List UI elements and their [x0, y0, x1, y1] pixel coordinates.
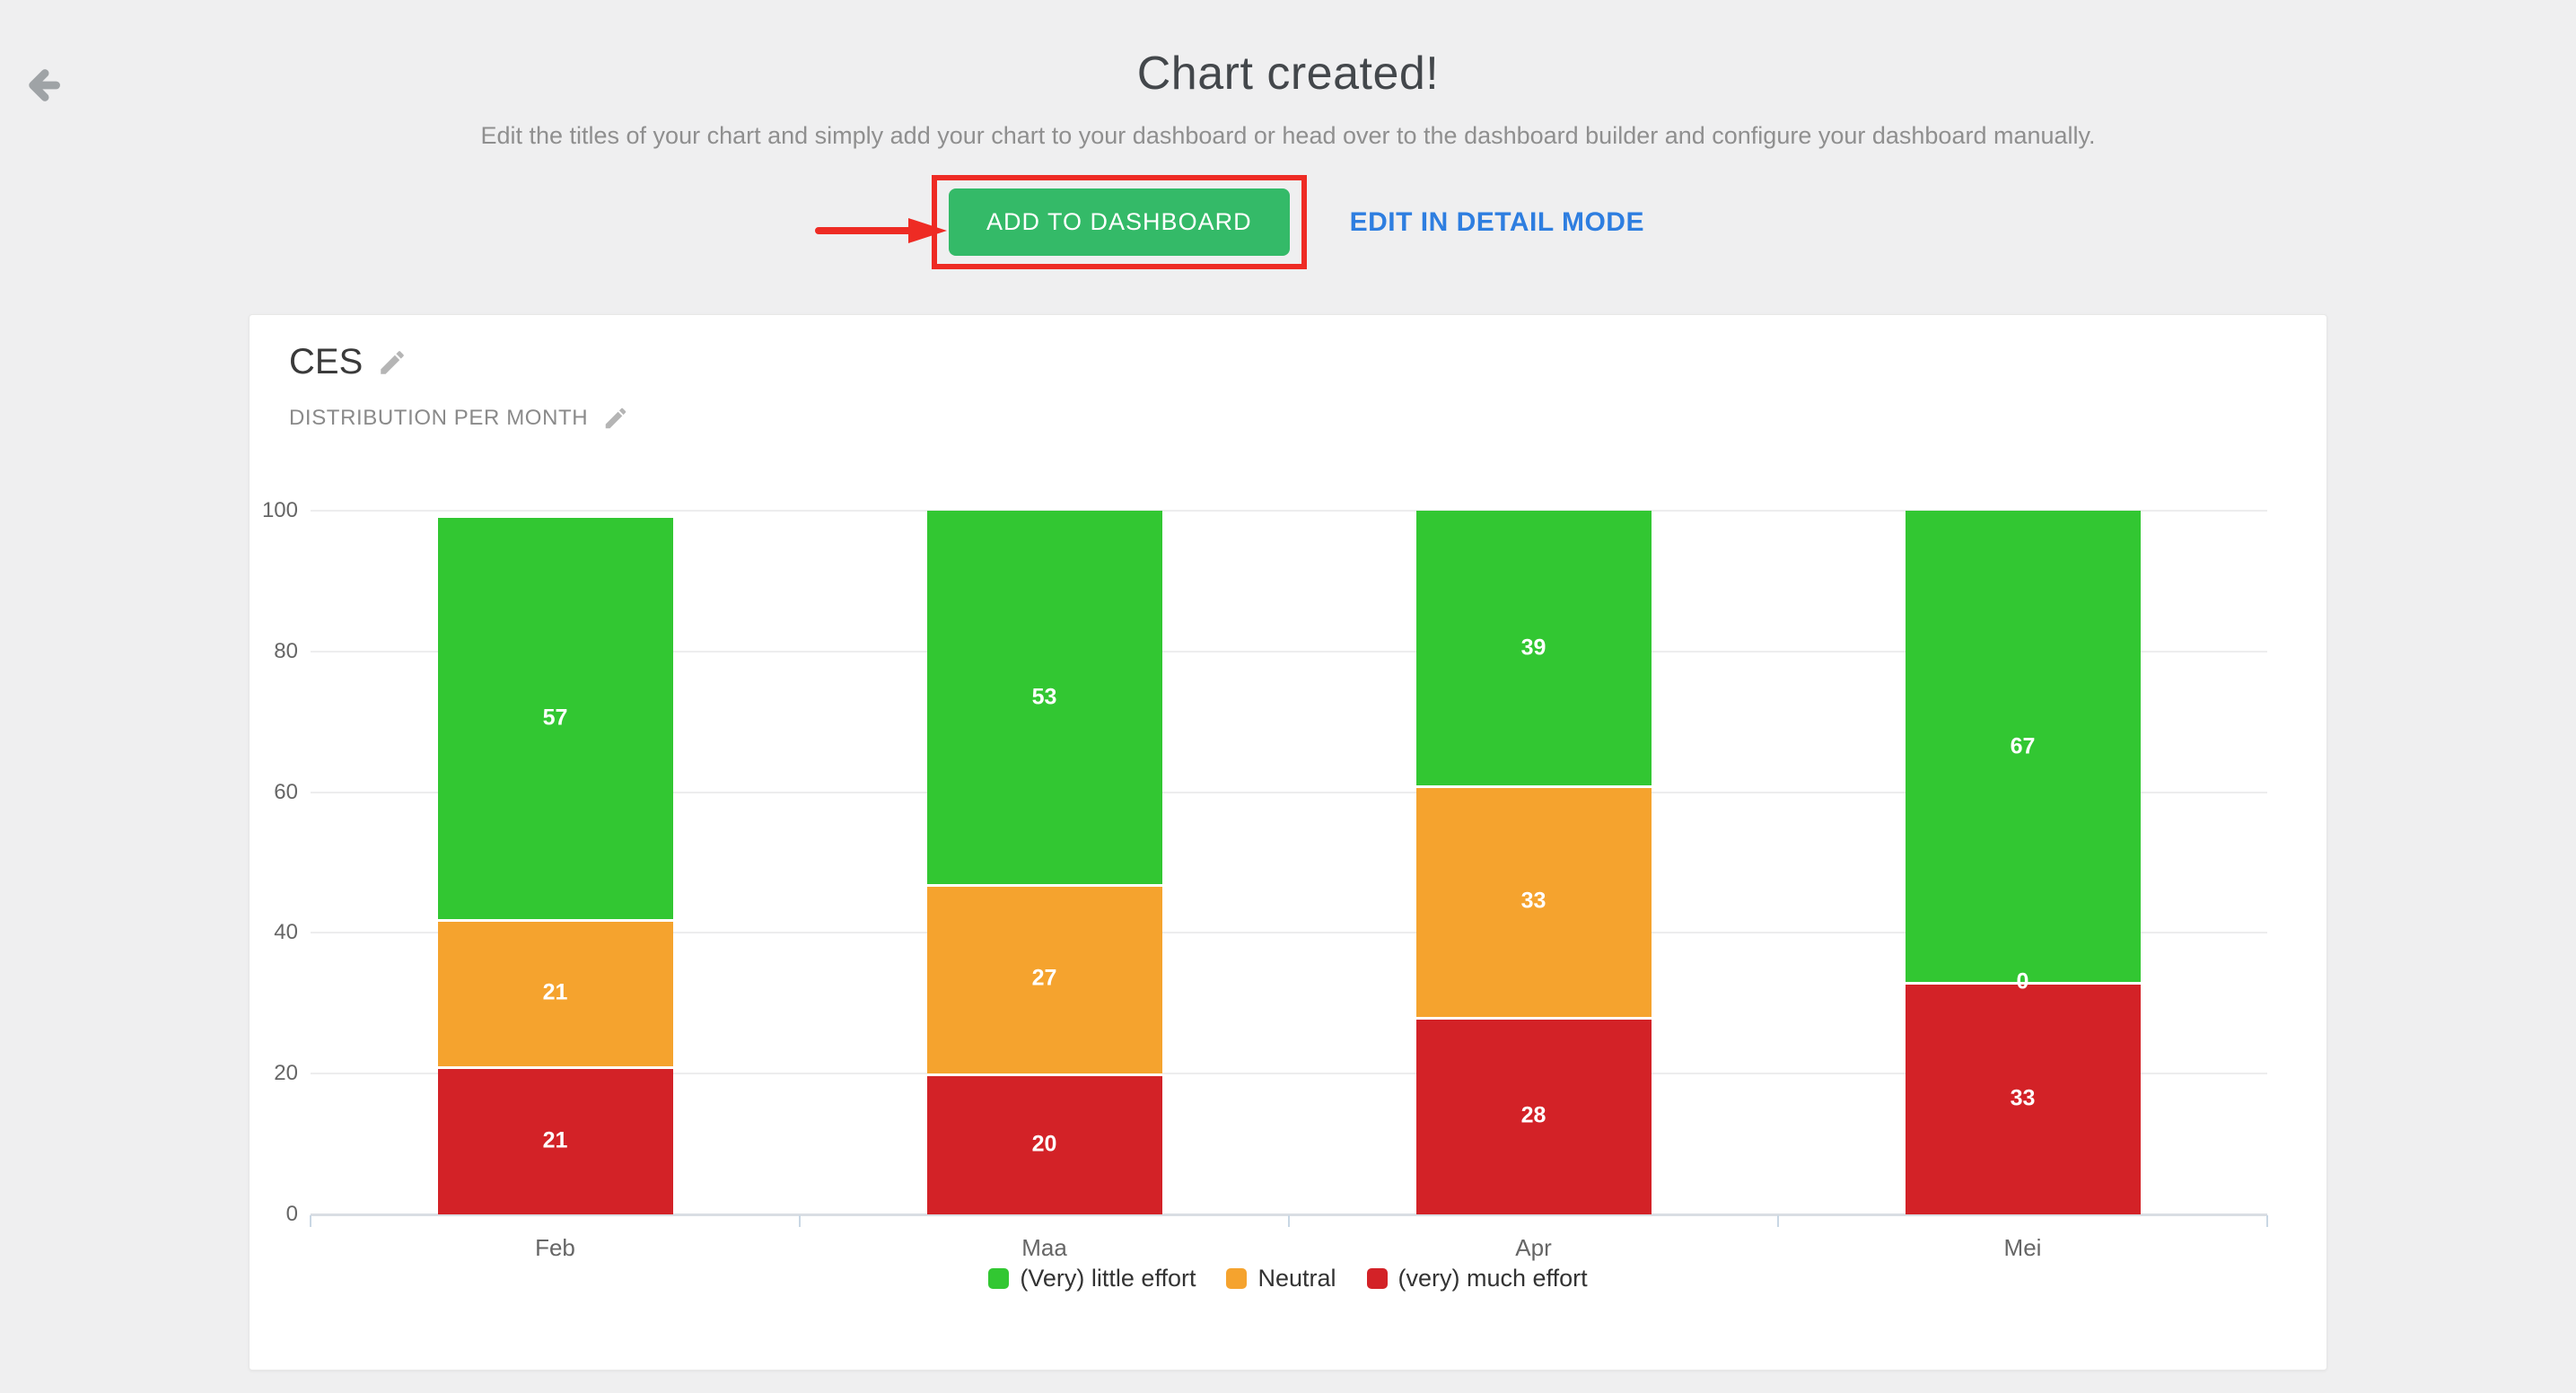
edit-in-detail-link[interactable]: EDIT IN DETAIL MODE [1349, 206, 1644, 237]
x-axis-tick [1777, 1215, 1779, 1227]
chart-card: CES DISTRIBUTION PER MONTH 0 20 40 60 80 100 2… [249, 314, 2327, 1371]
bar-segment [926, 511, 1162, 884]
legend-label: Neutral [1257, 1265, 1336, 1292]
x-axis-tick [799, 1215, 801, 1227]
chart-subtitle-row: DISTRIBUTION PER MONTH [289, 405, 629, 432]
bar-value-label: 33 [1520, 888, 1546, 914]
x-axis-category-label: Mei [2003, 1234, 2042, 1261]
bar-value-label: 21 [542, 979, 568, 1005]
stacked-bar-chart: 0 20 40 60 80 100 21 21 57 Feb 20 27 53 Maa 28 33 39 Apr 3… [262, 498, 2268, 1261]
bar-segment [437, 517, 673, 919]
legend-swatch-icon [1226, 1268, 1248, 1289]
back-button[interactable] [23, 63, 70, 110]
bar-value-label: 53 [1031, 684, 1057, 710]
edit-chart-subtitle-pencil-icon[interactable] [602, 405, 629, 432]
x-axis-tick [1288, 1215, 1290, 1227]
grid-line [311, 650, 2267, 653]
y-tick-label: 60 [274, 779, 298, 804]
y-tick-label: 40 [274, 920, 298, 945]
grid-line [311, 791, 2267, 793]
bar-segment [437, 918, 673, 1067]
x-axis-tick [2266, 1215, 2268, 1227]
arrow-left-icon [26, 68, 67, 109]
legend-label: (very) much effort [1398, 1265, 1588, 1292]
grid-line [311, 932, 2267, 934]
bar-segment [926, 883, 1162, 1074]
chart-title-row: CES [289, 342, 407, 382]
bar-value-label: 33 [2010, 1085, 2036, 1111]
x-axis-category-label: Feb [535, 1234, 575, 1261]
chart-legend: (Very) little effort Neutral (very) much e… [250, 1265, 2326, 1292]
y-tick-label: 100 [261, 498, 298, 522]
page-title: Chart created! [1136, 48, 1440, 100]
y-tick-label: 0 [285, 1202, 298, 1226]
edit-chart-title-pencil-icon[interactable] [377, 347, 407, 378]
legend-label: (Very) little effort [1020, 1265, 1196, 1292]
bar-segment [1415, 511, 1652, 785]
actions-row: ADD TO DASHBOARD EDIT IN DETAIL MODE [0, 175, 2576, 269]
page-subtitle: Edit the titles of your chart and simply… [480, 122, 2096, 149]
bar-segment [1415, 1017, 1652, 1214]
x-axis-category-label: Maa [1021, 1234, 1067, 1261]
y-tick-label: 80 [274, 638, 298, 663]
grid-line [311, 510, 2267, 512]
legend-item[interactable]: (Very) little effort [988, 1265, 1196, 1292]
bar-value-label: 39 [1520, 635, 1546, 661]
bar-value-label: 28 [1520, 1102, 1546, 1128]
x-axis-category-label: Apr [1515, 1234, 1552, 1261]
bar-value-label: 57 [542, 705, 568, 731]
legend-swatch-icon [988, 1268, 1010, 1289]
legend-swatch-icon [1366, 1268, 1388, 1289]
bar-segment [926, 1073, 1162, 1214]
bar-segment [1415, 784, 1652, 1018]
bar-segment [1905, 511, 2141, 983]
x-axis-line [311, 1213, 2267, 1216]
bar-value-label: 0 [2016, 968, 2029, 994]
y-tick-label: 20 [274, 1061, 298, 1086]
bar-segment [437, 1066, 673, 1214]
x-axis-tick [310, 1215, 311, 1227]
bar-value-label: 67 [2010, 733, 2036, 759]
bar-value-label: 27 [1031, 965, 1057, 991]
annotation-highlight-box: ADD TO DASHBOARD [932, 175, 1307, 269]
annotation-arrow-icon [815, 218, 947, 243]
header: Chart created! Edit the titles of your c… [0, 0, 2576, 150]
legend-item[interactable]: (very) much effort [1366, 1265, 1588, 1292]
bar-segment [1905, 982, 2141, 1214]
bar-value-label: 20 [1031, 1131, 1057, 1157]
legend-item[interactable]: Neutral [1226, 1265, 1336, 1292]
chart-title: CES [289, 342, 364, 381]
chart-subtitle: DISTRIBUTION PER MONTH [289, 406, 589, 430]
grid-line [311, 1073, 2267, 1075]
add-to-dashboard-button[interactable]: ADD TO DASHBOARD [949, 188, 1290, 256]
bar-value-label: 21 [542, 1127, 568, 1153]
